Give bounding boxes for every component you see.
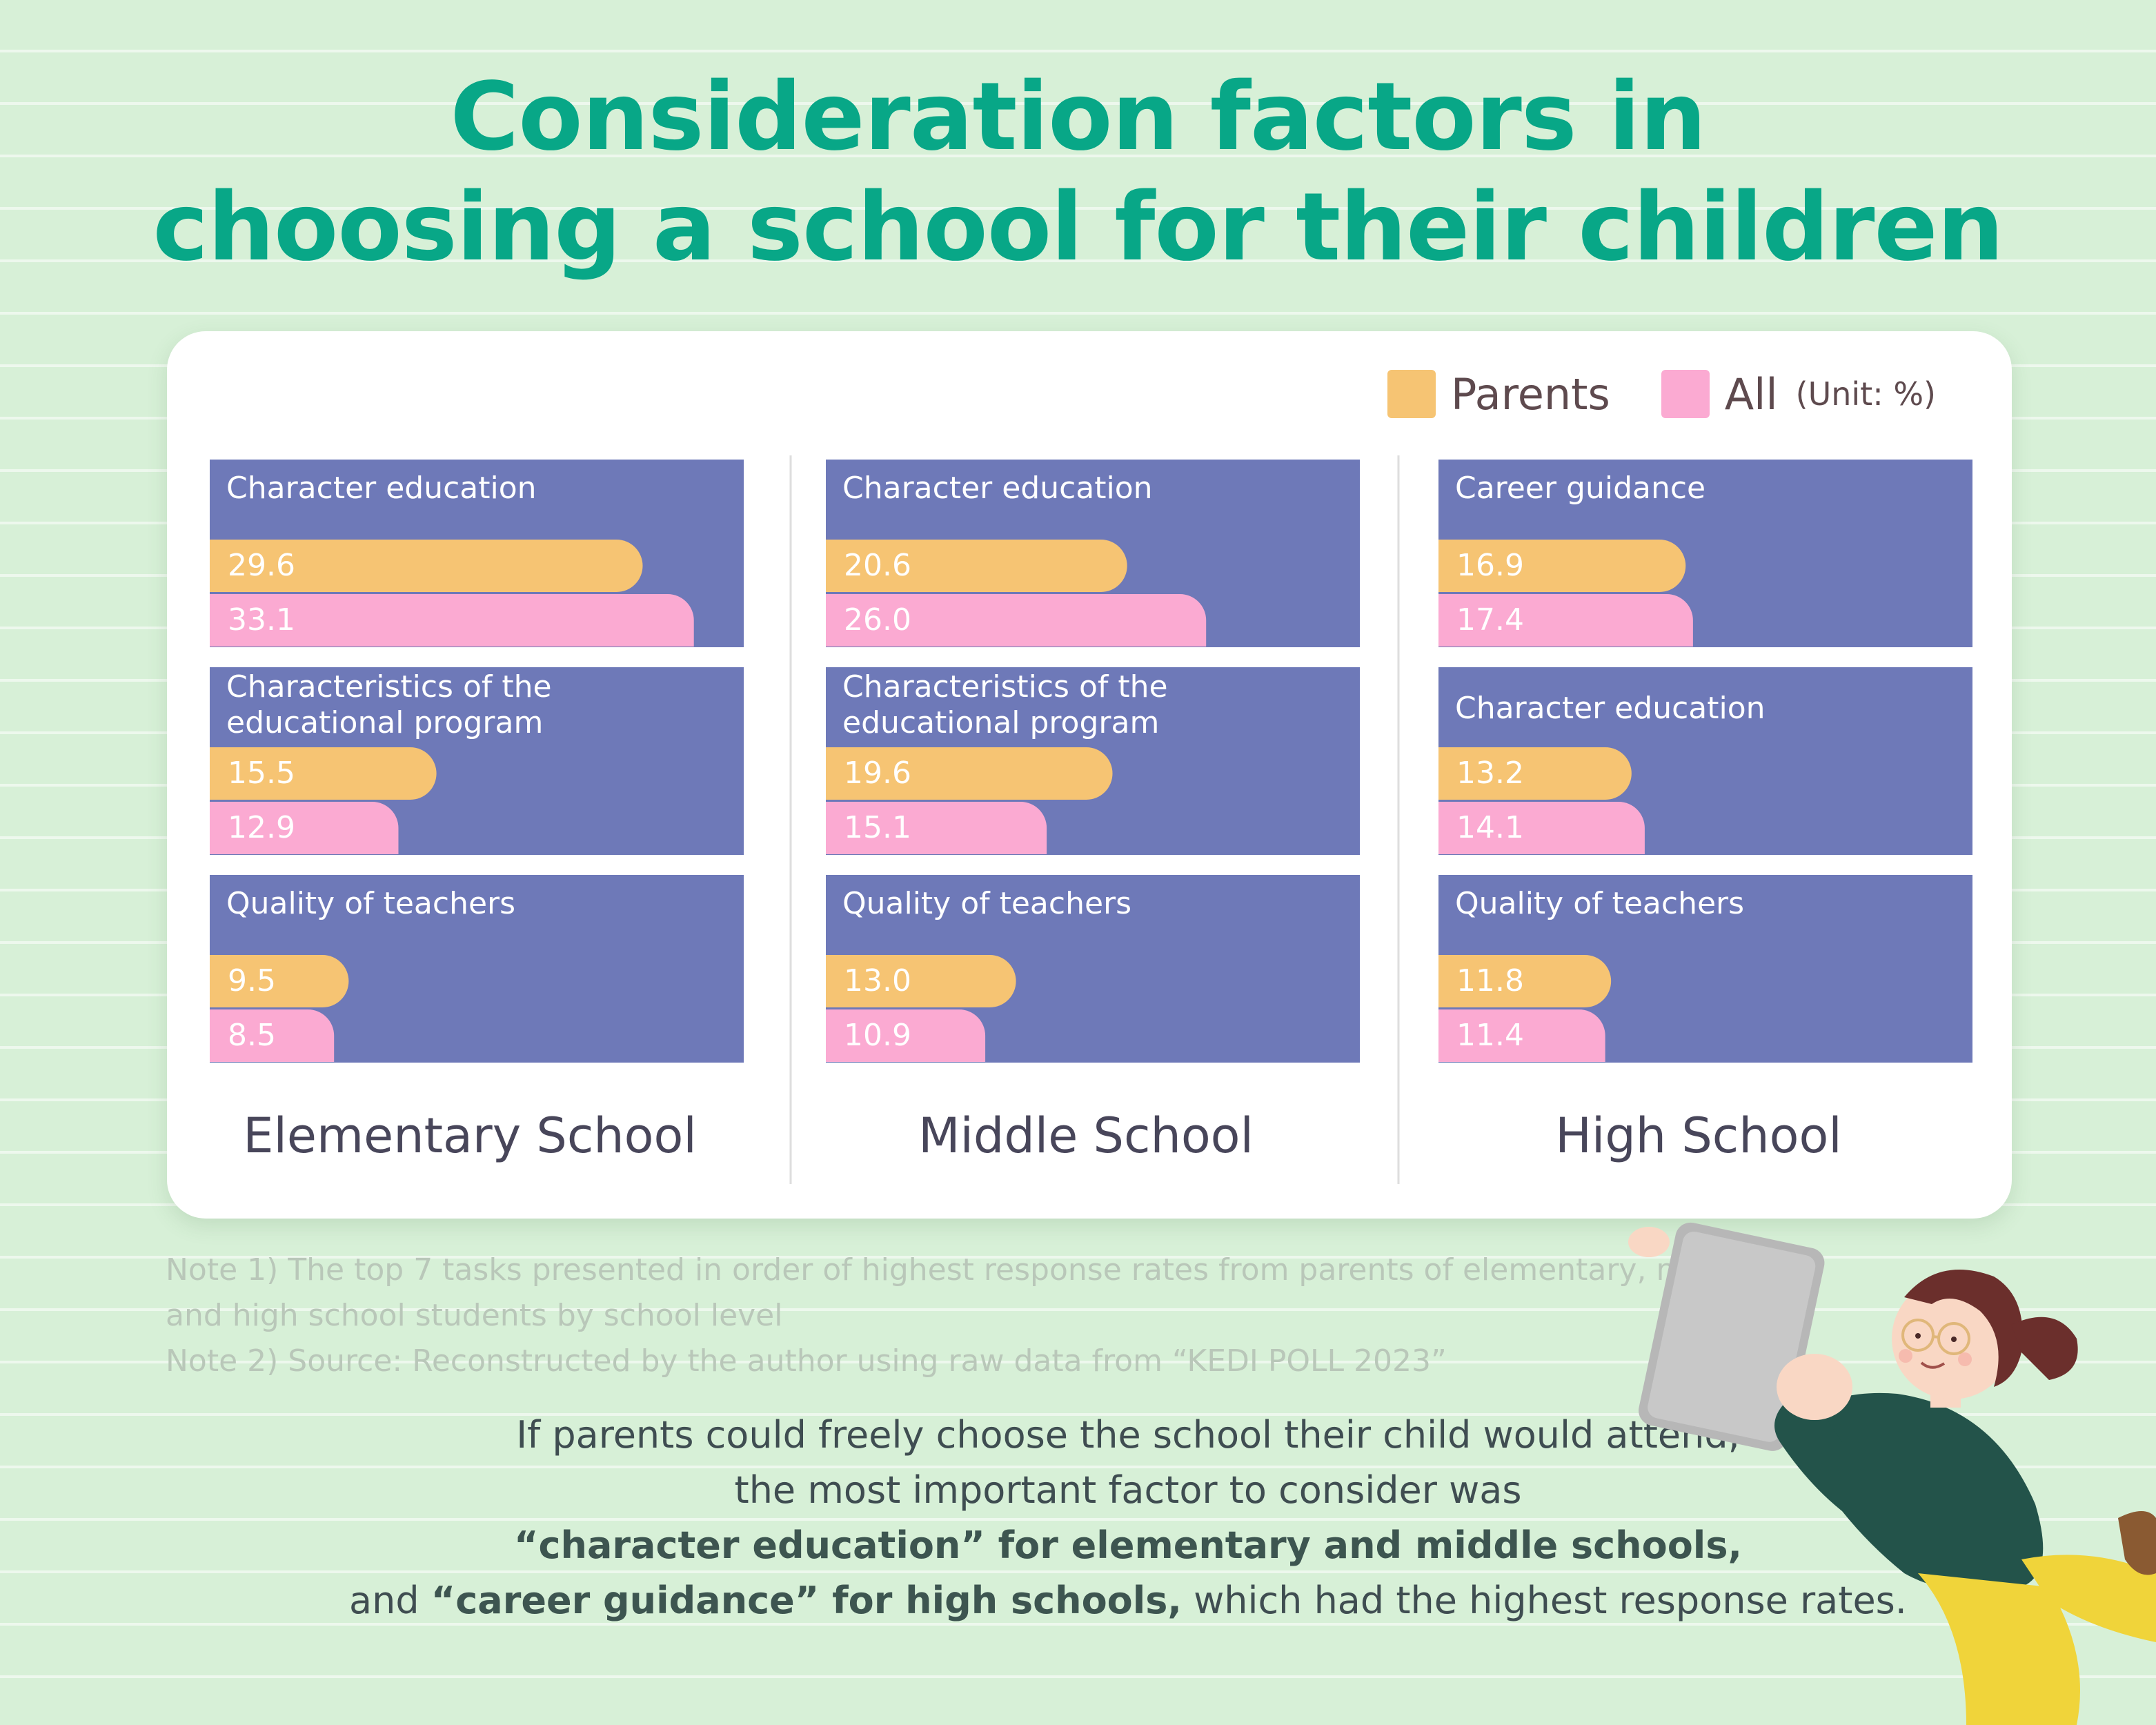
note-1-line-2: and high school students by school level	[166, 1298, 783, 1333]
bar-all	[826, 802, 1047, 854]
data-label-parents: 13.0	[844, 963, 911, 998]
bar-all	[210, 594, 694, 647]
note-1-line-1: Note 1) The top 7 tasks presented in ord…	[166, 1252, 1770, 1288]
girl-holding-tablet-icon	[1628, 1222, 2156, 1725]
bar-all	[826, 1009, 986, 1062]
data-label-parents: 29.6	[228, 548, 295, 583]
note-2: Note 2) Source: Reconstructed by the aut…	[166, 1343, 1447, 1379]
data-label-all: 14.1	[1456, 810, 1524, 845]
bar-all	[826, 594, 1207, 647]
data-label-all: 17.4	[1456, 602, 1524, 638]
data-label-parents: 19.6	[844, 756, 911, 791]
factor-label: educational program	[842, 705, 1159, 740]
factor-label: Characteristics of the	[226, 669, 552, 704]
data-label-parents: 16.9	[1456, 548, 1524, 583]
bar-parents	[1438, 540, 1686, 592]
chart-legend: Parents All (Unit: %)	[1387, 368, 1936, 420]
summary-line-1: If parents could freely choose the schoo…	[516, 1413, 1740, 1457]
bar-parents	[210, 955, 349, 1007]
data-label-all: 12.9	[228, 810, 295, 845]
data-label-parents: 20.6	[844, 548, 911, 583]
factor-label: Character education	[842, 471, 1153, 506]
legend-unit: (Unit: %)	[1795, 375, 1936, 413]
bar-all	[1438, 802, 1645, 854]
summary-line-3-bold: “character education” for elementary and…	[514, 1524, 1742, 1567]
bar-parents	[826, 955, 1016, 1007]
bar-parents	[826, 747, 1113, 800]
bar-parents	[1438, 747, 1632, 800]
factor-label: educational program	[226, 705, 543, 740]
title-line-2: choosing a school for their children	[152, 173, 2004, 282]
data-label-parents: 11.8	[1456, 963, 1524, 998]
bar-chart: Character education 29.6 33.1 Characteristi…	[210, 455, 1972, 1184]
bar-all	[1438, 594, 1693, 647]
title-line-1: Consideration factors in	[450, 63, 1706, 172]
summary-line-2: the most important factor to consider wa…	[734, 1468, 1522, 1512]
factor-label: Quality of teachers	[1455, 886, 1744, 921]
summary-line-4-pre: and	[349, 1579, 431, 1622]
summary-text: If parents could freely choose the schoo…	[138, 1408, 2118, 1628]
factor-label: Quality of teachers	[842, 886, 1131, 921]
summary-line-4-post: which had the highest response rates.	[1181, 1579, 1907, 1622]
legend-label-parents: Parents	[1450, 368, 1610, 420]
legend-swatch-all	[1661, 370, 1710, 418]
legend-swatch-parents	[1387, 370, 1436, 418]
bar-all	[210, 1009, 335, 1062]
bar-all	[1438, 1009, 1605, 1062]
factor-label: Quality of teachers	[226, 886, 515, 921]
data-label-all: 8.5	[228, 1018, 276, 1053]
data-label-all: 26.0	[844, 602, 911, 638]
group-label: High School	[1555, 1107, 1842, 1164]
bar-parents	[210, 540, 643, 592]
factor-label: Character education	[1455, 691, 1766, 726]
footnotes: Note 1) The top 7 tasks presented in ord…	[166, 1248, 1877, 1384]
summary-line-4-bold: “career guidance” for high schools,	[431, 1579, 1182, 1622]
bar-parents	[826, 540, 1127, 592]
data-label-all: 33.1	[228, 602, 295, 638]
bar-parents	[1438, 955, 1612, 1007]
data-label-all: 15.1	[844, 810, 911, 845]
factor-label: Characteristics of the	[842, 669, 1168, 704]
bar-parents	[210, 747, 437, 800]
legend-label-all: All	[1724, 368, 1778, 420]
group-label: Middle School	[918, 1107, 1254, 1164]
bar-all	[210, 802, 399, 854]
factor-label: Character education	[226, 471, 537, 506]
page-title: Consideration factors in choosing a scho…	[0, 62, 2156, 283]
data-label-parents: 9.5	[228, 963, 276, 998]
data-label-all: 10.9	[844, 1018, 911, 1053]
data-label-parents: 13.2	[1456, 756, 1524, 791]
data-label-parents: 15.5	[228, 756, 295, 791]
chart-card: Parents All (Unit: %) Character educatio…	[167, 331, 2012, 1219]
group-label: Elementary School	[243, 1107, 697, 1164]
factor-label: Career guidance	[1455, 471, 1705, 506]
data-label-all: 11.4	[1456, 1018, 1524, 1053]
